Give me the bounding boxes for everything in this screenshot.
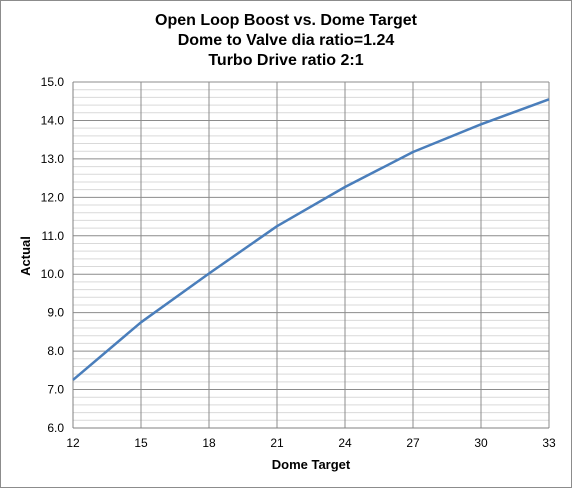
y-tick-label: 6.0 bbox=[47, 421, 64, 435]
chart-title: Open Loop Boost vs. Dome Target Dome to … bbox=[155, 12, 418, 69]
x-tick-label: 21 bbox=[270, 436, 284, 450]
y-tick-label: 12.0 bbox=[41, 190, 65, 204]
x-tick-label: 30 bbox=[474, 436, 488, 450]
series-line bbox=[72, 98, 550, 381]
chart-title-line-3: Turbo Drive ratio 2:1 bbox=[208, 52, 363, 69]
x-tick-label: 12 bbox=[66, 436, 80, 450]
y-tick-label: 8.0 bbox=[47, 344, 64, 358]
y-tick-label: 11.0 bbox=[42, 229, 65, 243]
y-axis-title: Actual bbox=[18, 236, 33, 276]
x-tick-label: 27 bbox=[406, 436, 420, 450]
x-tick-label: 15 bbox=[134, 436, 148, 450]
y-tick-label: 13.0 bbox=[41, 152, 65, 166]
x-tick-label: 18 bbox=[202, 436, 216, 450]
y-tick-label: 15.0 bbox=[41, 75, 65, 89]
plot-area: 6.0 7.0 8.0 9.0 10.0 11.0 12.0 13.0 14.0 15.0 12 15… bbox=[41, 75, 556, 450]
chart-title-line-1: Open Loop Boost vs. Dome Target bbox=[155, 12, 418, 29]
chart-title-line-2: Dome to Valve dia ratio=1.24 bbox=[178, 32, 395, 49]
x-tick-label: 33 bbox=[542, 436, 556, 450]
x-tick-label: 24 bbox=[338, 436, 352, 450]
y-tick-label: 10.0 bbox=[41, 267, 65, 281]
y-tick-label: 9.0 bbox=[47, 306, 64, 320]
x-axis-title: Dome Target bbox=[272, 457, 351, 472]
y-tick-label: 7.0 bbox=[47, 383, 64, 397]
y-tick-label: 14.0 bbox=[41, 113, 65, 127]
